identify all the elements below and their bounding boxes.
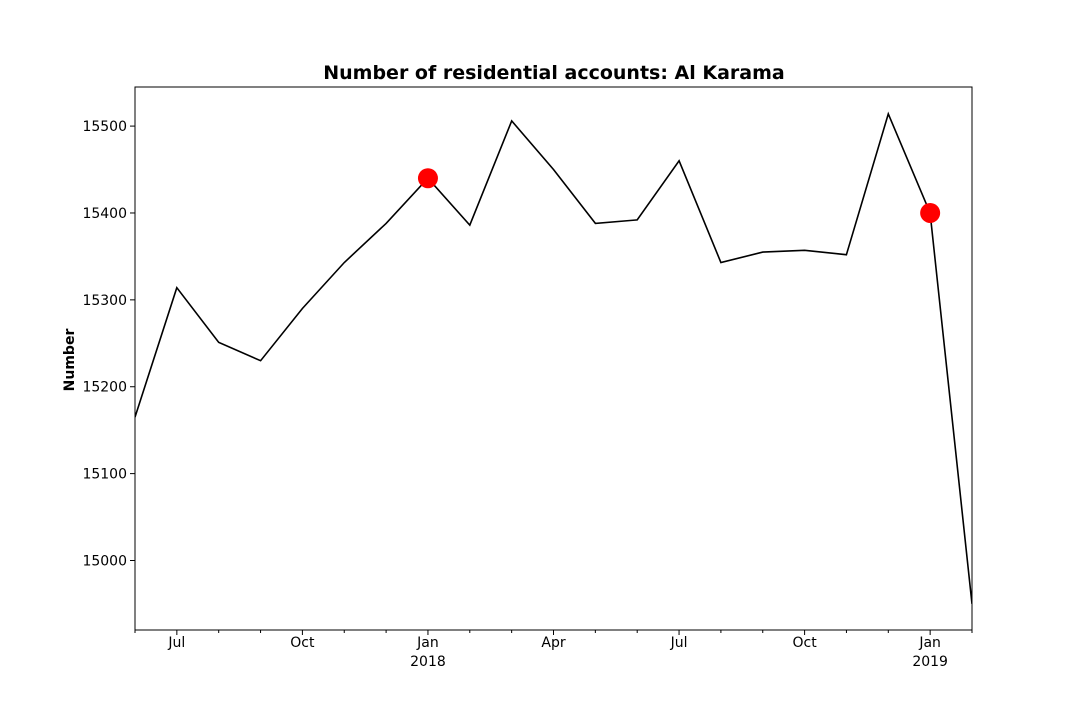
y-tick-label: 15100 (82, 467, 127, 483)
series-line (135, 111, 972, 604)
x-tick-year-label: 2019 (912, 654, 948, 670)
highlight-point (920, 202, 941, 223)
x-tick-label: Jan (416, 635, 439, 651)
x-tick-label: Jul (167, 635, 185, 651)
x-tick-label: Apr (541, 635, 565, 651)
x-tick-label: Oct (792, 635, 817, 651)
chart-title: Number of residential accounts: Al Karam… (323, 62, 785, 84)
x-tick-label: Jul (670, 635, 688, 651)
y-tick-label: 15300 (82, 293, 127, 309)
x-tick-label: Oct (290, 635, 315, 651)
highlight-point (417, 168, 438, 189)
y-tick-label: 15000 (82, 553, 127, 569)
y-tick-label: 15400 (82, 206, 127, 222)
x-tick-year-label: 2018 (410, 654, 446, 670)
x-tick-label: Jan (918, 635, 941, 651)
y-tick-label: 15200 (82, 380, 127, 396)
y-tick-label: 15500 (82, 119, 127, 135)
plot-area: 15000 15100 15200 15300 15400 15500 Jul Oct Jan 2… (82, 111, 973, 670)
plot-frame (134, 86, 973, 631)
y-axis-label: Number (62, 329, 78, 392)
